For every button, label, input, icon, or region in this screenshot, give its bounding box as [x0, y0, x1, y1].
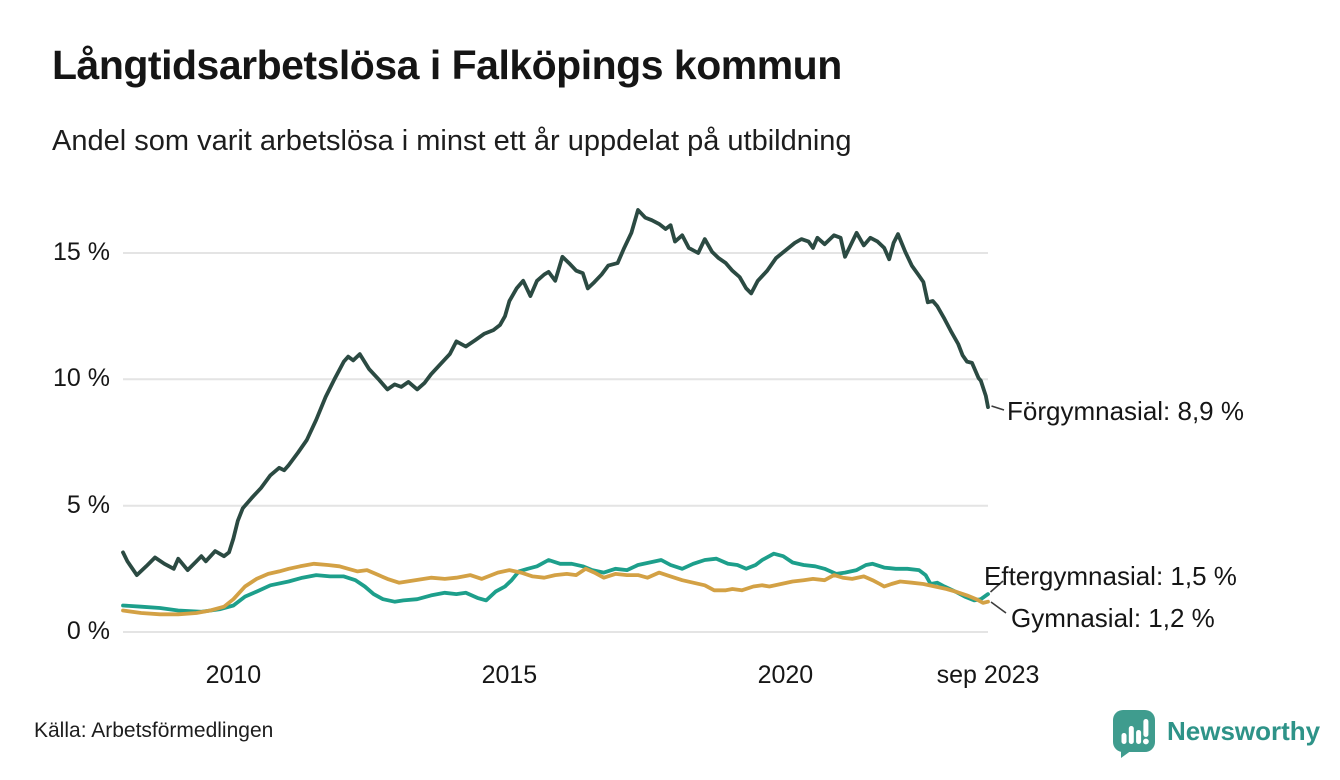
- series-line-eftergymnasial: [121, 551, 990, 614]
- series-line-förgymnasial: [121, 208, 990, 577]
- y-tick-label-15: 15 %: [53, 237, 110, 266]
- leader-forgymnasial: [991, 405, 1005, 411]
- series-end-label-forgymnasial: Förgymnasial: 8,9 %: [1007, 396, 1244, 426]
- x-tick-label-2010: 2010: [205, 661, 262, 689]
- newsworthy-wordmark: Newsworthy: [1167, 716, 1321, 746]
- x-tick-label-2015: 2015: [481, 661, 538, 689]
- y-tick-label-10: 10 %: [53, 364, 110, 393]
- newsworthy-logo-icon: [1113, 710, 1155, 758]
- series-lines: [121, 208, 990, 617]
- y-tick-label-0: 0 %: [66, 616, 110, 645]
- leader-gymnasial: [990, 601, 1007, 614]
- page-title: Långtidsarbetslösa i Falköpings kommun: [52, 42, 842, 88]
- leader-eftergymnasial: [989, 580, 1004, 593]
- x-tick-label-sep-2023: sep 2023: [936, 661, 1040, 689]
- label-leader-lines: [989, 405, 1007, 614]
- series-end-label-gymnasial: Gymnasial: 1,2 %: [1011, 603, 1215, 633]
- chart-subtitle: Andel som varit arbetslösa i minst ett å…: [52, 125, 852, 157]
- series-end-label-eftergymnasial: Eftergymnasial: 1,5 %: [984, 561, 1237, 591]
- newsworthy-logo: Newsworthy: [1112, 709, 1320, 759]
- x-tick-label-2020: 2020: [757, 661, 814, 689]
- y-tick-label-5: 5 %: [66, 490, 110, 519]
- source-note: Källa: Arbetsförmedlingen: [34, 719, 274, 742]
- series-line-gymnasial: [121, 561, 990, 617]
